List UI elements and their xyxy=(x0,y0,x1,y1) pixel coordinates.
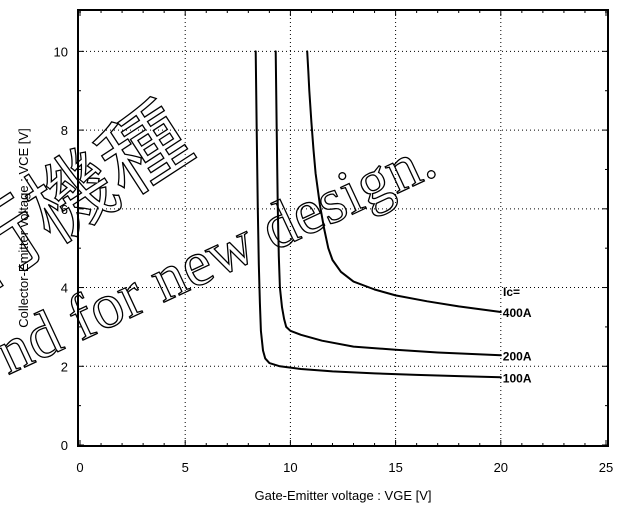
y-axis-title: Collector-Emitter voltage : VCE [V] xyxy=(16,128,31,327)
series-label-200a: 200A xyxy=(503,349,532,363)
x-tick-label: 25 xyxy=(599,460,613,475)
series-label-100a: 100A xyxy=(503,371,532,385)
y-tick-label: 10 xyxy=(54,44,68,59)
x-tick-label: 5 xyxy=(182,460,189,475)
series-line-400a xyxy=(306,50,502,313)
plot-frame xyxy=(77,9,609,447)
x-tick-label: 0 xyxy=(76,460,83,475)
y-tick-label: 4 xyxy=(61,281,68,296)
series-line-200a xyxy=(274,50,502,357)
y-tick-label: 8 xyxy=(61,123,68,138)
legend-title: Ic= xyxy=(503,285,520,299)
label-layer: 0 5 10 15 20 25 0 2 4 6 8 10 100A 200A 400A xyxy=(54,44,614,475)
x-tick-label: 10 xyxy=(283,460,297,475)
x-axis-title: Gate-Emitter voltage : VGE [V] xyxy=(254,488,431,503)
x-tick-label: 15 xyxy=(388,460,402,475)
y-tick-label: 2 xyxy=(61,359,68,374)
series-line-100a xyxy=(254,50,502,379)
tick-layer xyxy=(78,10,608,446)
y-tick-label: 6 xyxy=(61,202,68,217)
y-tick-label: 0 xyxy=(61,438,68,453)
x-tick-label: 20 xyxy=(494,460,508,475)
series-label-400a: 400A xyxy=(503,306,532,320)
series-layer xyxy=(254,50,502,379)
grid-layer xyxy=(78,10,608,446)
